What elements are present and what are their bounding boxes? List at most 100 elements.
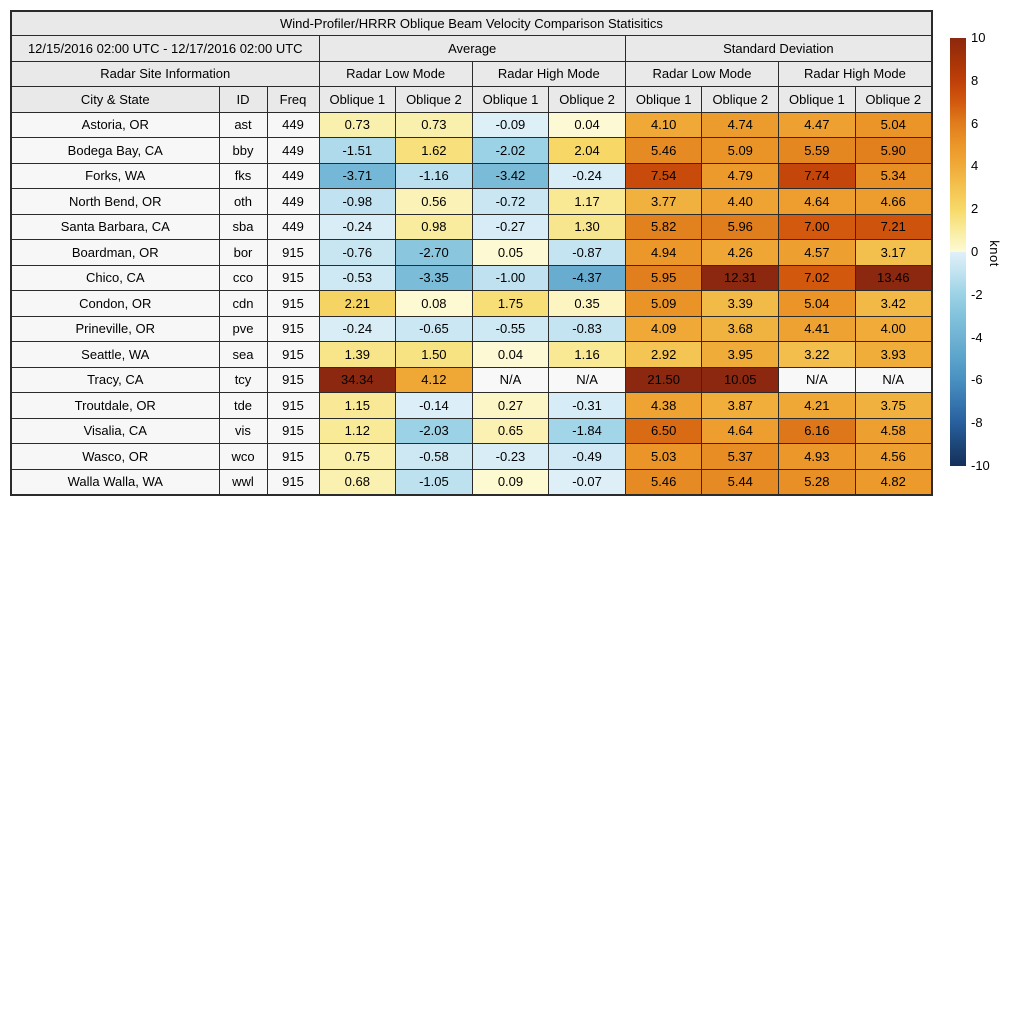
id-cell: sea bbox=[218, 341, 268, 368]
value-cell: 5.82 bbox=[624, 213, 703, 240]
value-cell: -0.24 bbox=[318, 213, 397, 240]
group-standard-deviation: Standard Deviation bbox=[624, 35, 933, 62]
city-cell: Astoria, OR bbox=[10, 111, 220, 138]
avg-radar-low-mode: Radar Low Mode bbox=[318, 60, 473, 87]
value-cell: -0.24 bbox=[548, 162, 626, 189]
value-cell: 5.03 bbox=[624, 443, 703, 470]
value-cell: N/A bbox=[854, 366, 933, 393]
value-cell: -3.71 bbox=[318, 162, 397, 189]
col-id: ID bbox=[218, 86, 268, 113]
value-cell: -0.98 bbox=[318, 188, 397, 215]
value-cell: 3.68 bbox=[701, 315, 780, 342]
colorbar-tick-label: 10 bbox=[971, 30, 986, 45]
value-cell: 4.41 bbox=[778, 315, 856, 342]
value-cell: -2.03 bbox=[395, 417, 473, 444]
group-average: Average bbox=[318, 35, 626, 62]
value-cell: -4.37 bbox=[548, 264, 626, 291]
value-cell: 5.37 bbox=[701, 443, 780, 470]
value-cell: -1.84 bbox=[548, 417, 626, 444]
table-row: Chico, CA cco 915 -0.53 -3.35 -1.00 -4.37 5.95 1… bbox=[10, 264, 933, 291]
colorbar-tick-label: -10 bbox=[971, 458, 990, 473]
value-cell: 4.47 bbox=[778, 111, 856, 138]
comparison-table: Wind-Profiler/HRRR Oblique Beam Velocity… bbox=[10, 10, 933, 496]
column-header-row: City & State ID Freq Oblique 1 Oblique 2… bbox=[10, 86, 933, 113]
value-cell: 7.21 bbox=[854, 213, 933, 240]
value-cell: 5.04 bbox=[778, 290, 856, 317]
value-cell: -0.07 bbox=[548, 468, 626, 496]
colorbar-tick-label: -6 bbox=[971, 372, 983, 388]
freq-cell: 449 bbox=[266, 162, 320, 189]
value-cell: -3.35 bbox=[395, 264, 473, 291]
city-cell: Prineville, OR bbox=[10, 315, 220, 342]
value-cell: 3.75 bbox=[854, 392, 933, 419]
city-cell: Seattle, WA bbox=[10, 341, 220, 368]
value-cell: 1.16 bbox=[548, 341, 626, 368]
id-cell: wco bbox=[218, 443, 268, 470]
value-cell: 3.17 bbox=[854, 239, 933, 266]
value-cell: 1.17 bbox=[548, 188, 626, 215]
value-cell: 2.21 bbox=[318, 290, 397, 317]
table-row: Boardman, OR bor 915 -0.76 -2.70 0.05 -0.87 4.9… bbox=[10, 239, 933, 266]
col-oblique-1: Oblique 1 bbox=[471, 86, 550, 113]
value-cell: 2.92 bbox=[624, 341, 703, 368]
value-cell: 2.04 bbox=[548, 137, 626, 164]
id-cell: cco bbox=[218, 264, 268, 291]
value-cell: 5.46 bbox=[624, 468, 703, 496]
value-cell: N/A bbox=[548, 366, 626, 393]
value-cell: 4.64 bbox=[701, 417, 780, 444]
freq-cell: 915 bbox=[266, 290, 320, 317]
value-cell: -0.09 bbox=[471, 111, 550, 138]
id-cell: tcy bbox=[218, 366, 268, 393]
table-row: Astoria, OR ast 449 0.73 0.73 -0.09 0.04 4.10 4.… bbox=[10, 111, 933, 138]
date-range: 12/15/2016 02:00 UTC - 12/17/2016 02:00 … bbox=[10, 35, 320, 62]
colorbar-unit-label: knot bbox=[987, 240, 1002, 267]
value-cell: -3.42 bbox=[471, 162, 550, 189]
value-cell: 0.09 bbox=[471, 468, 550, 496]
city-cell: Chico, CA bbox=[10, 264, 220, 291]
value-cell: 1.15 bbox=[318, 392, 397, 419]
value-cell: 4.40 bbox=[701, 188, 780, 215]
freq-cell: 449 bbox=[266, 213, 320, 240]
value-cell: 5.90 bbox=[854, 137, 933, 164]
id-cell: wwl bbox=[218, 468, 268, 496]
freq-cell: 915 bbox=[266, 468, 320, 496]
table-row: Visalia, CA vis 915 1.12 -2.03 0.65 -1.84 6.50 4… bbox=[10, 417, 933, 444]
col-oblique-2: Oblique 2 bbox=[548, 86, 626, 113]
radar-site-information: Radar Site Information bbox=[10, 60, 320, 87]
value-cell: 3.22 bbox=[778, 341, 856, 368]
value-cell: 5.09 bbox=[701, 137, 780, 164]
colorbar-tick-label: 4 bbox=[971, 158, 979, 174]
value-cell: 4.82 bbox=[854, 468, 933, 496]
value-cell: -0.23 bbox=[471, 443, 550, 470]
value-cell: 1.75 bbox=[471, 290, 550, 317]
value-cell: -2.02 bbox=[471, 137, 550, 164]
colorbar-tick-label: -4 bbox=[971, 329, 983, 345]
city-cell: Boardman, OR bbox=[10, 239, 220, 266]
value-cell: 3.42 bbox=[854, 290, 933, 317]
value-cell: 5.59 bbox=[778, 137, 856, 164]
value-cell: -0.53 bbox=[318, 264, 397, 291]
table-row: Bodega Bay, CA bby 449 -1.51 1.62 -2.02 2.04 5.… bbox=[10, 137, 933, 164]
value-cell: -0.24 bbox=[318, 315, 397, 342]
value-cell: 3.95 bbox=[701, 341, 780, 368]
table-row: Tracy, CA tcy 915 34.34 4.12 N/A N/A 21.50 10.05… bbox=[10, 366, 933, 393]
freq-cell: 915 bbox=[266, 239, 320, 266]
value-cell: -1.51 bbox=[318, 137, 397, 164]
value-cell: 0.68 bbox=[318, 468, 397, 496]
colorbar-tick-label: 8 bbox=[971, 72, 979, 88]
value-cell: 3.93 bbox=[854, 341, 933, 368]
page-title: Wind-Profiler/HRRR Oblique Beam Velocity… bbox=[10, 10, 933, 36]
value-cell: 0.65 bbox=[471, 417, 550, 444]
col-oblique-1: Oblique 1 bbox=[624, 86, 703, 113]
table-title-row: Wind-Profiler/HRRR Oblique Beam Velocity… bbox=[10, 10, 933, 36]
value-cell: 4.66 bbox=[854, 188, 933, 215]
value-cell: 0.04 bbox=[471, 341, 550, 368]
value-cell: 5.95 bbox=[624, 264, 703, 291]
freq-cell: 915 bbox=[266, 443, 320, 470]
value-cell: 7.54 bbox=[624, 162, 703, 189]
value-cell: 34.34 bbox=[318, 366, 397, 393]
colorbar-gradient bbox=[950, 38, 966, 466]
id-cell: pve bbox=[218, 315, 268, 342]
value-cell: 1.30 bbox=[548, 213, 626, 240]
value-cell: 1.62 bbox=[395, 137, 473, 164]
